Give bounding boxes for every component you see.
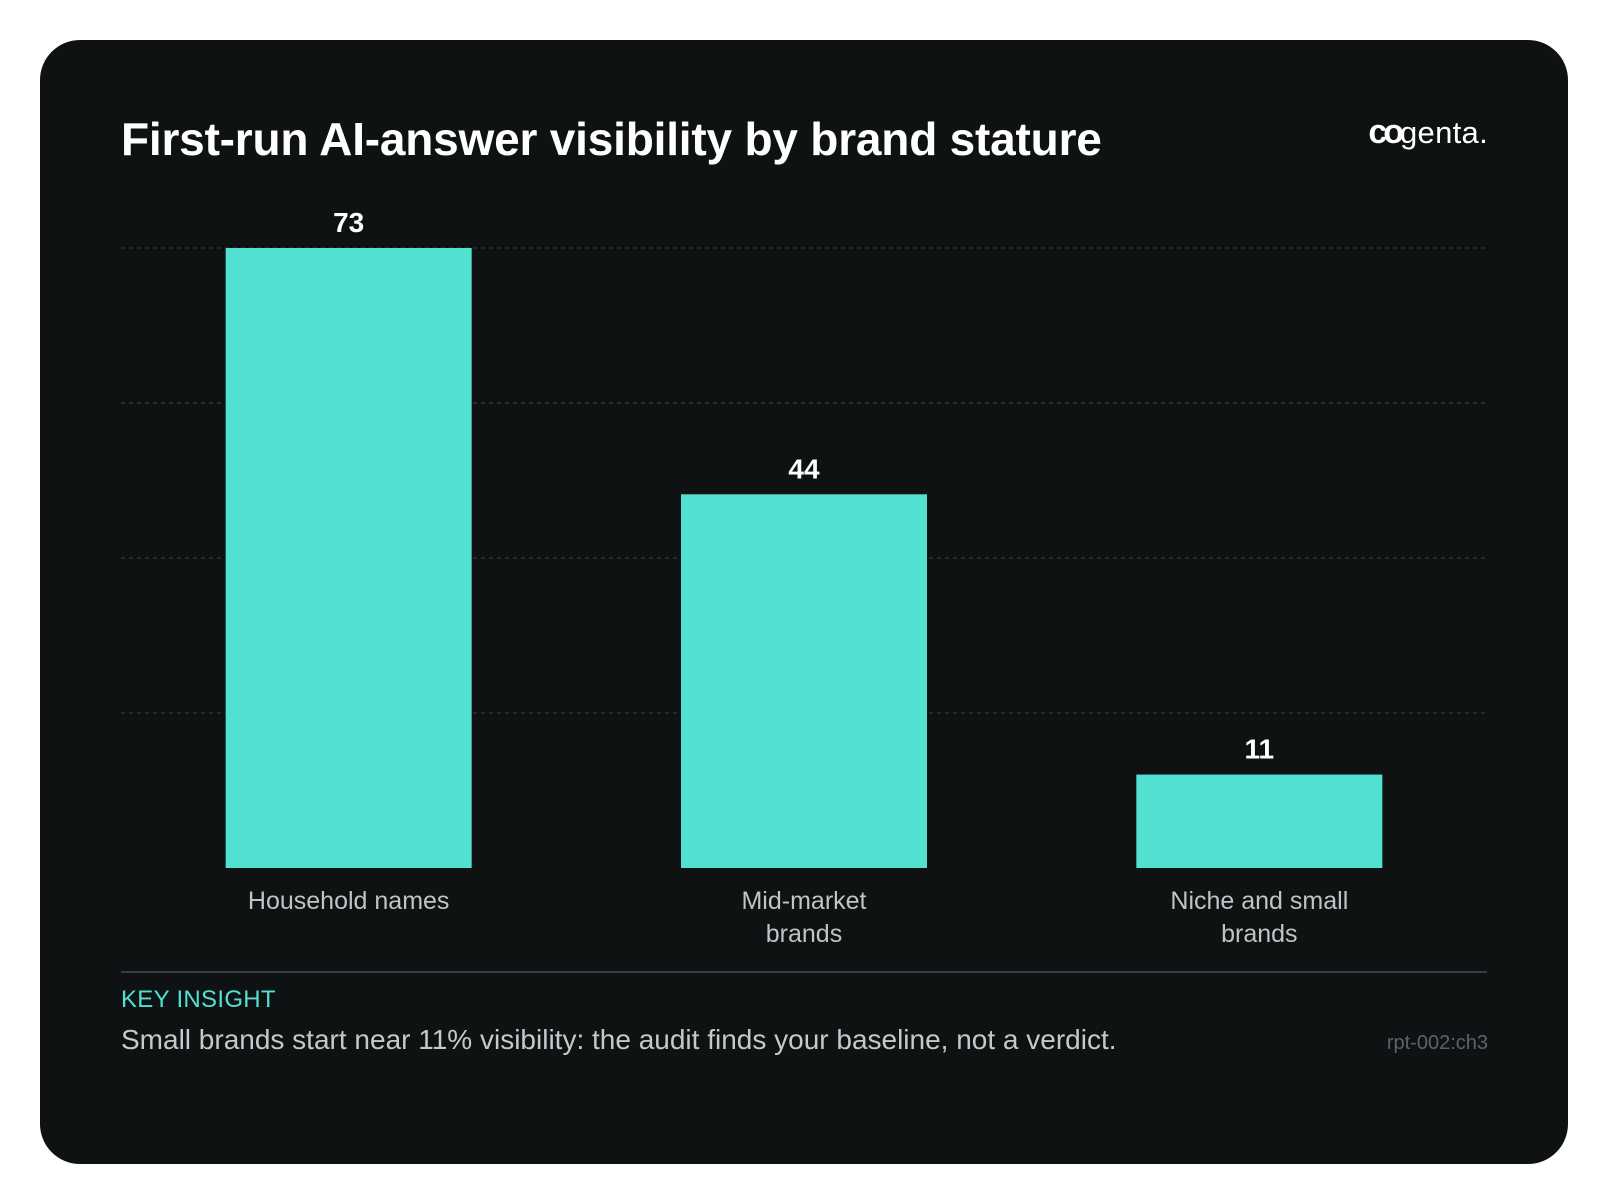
bar [1136,774,1383,868]
category-tick-label: Niche and small [1170,887,1348,915]
bar [681,494,927,868]
report-reference: rpt-002:ch3 [1386,1032,1488,1054]
bar-value-label: 73 [333,207,364,238]
brand-logo: co genta. [1368,112,1488,152]
category-tick-label: Household names [248,887,450,915]
logo-wordmark: genta. [1400,115,1488,150]
bar-value-label: 11 [1245,734,1275,765]
category-tick-label: Mid-market [741,887,866,915]
insight-text: Small brands start near 11% visibility: … [121,1024,1117,1055]
category-tick-label: brands [766,920,842,948]
insight-heading: KEY INSIGHT [121,986,276,1013]
logo-mark: co [1368,113,1404,151]
bar-value-label: 44 [788,453,820,484]
category-tick-label: brands [1221,920,1297,948]
insight-divider [121,971,1487,973]
chart-title: First-run AI-answer visibility by brand … [121,113,1102,165]
bar [225,248,472,868]
